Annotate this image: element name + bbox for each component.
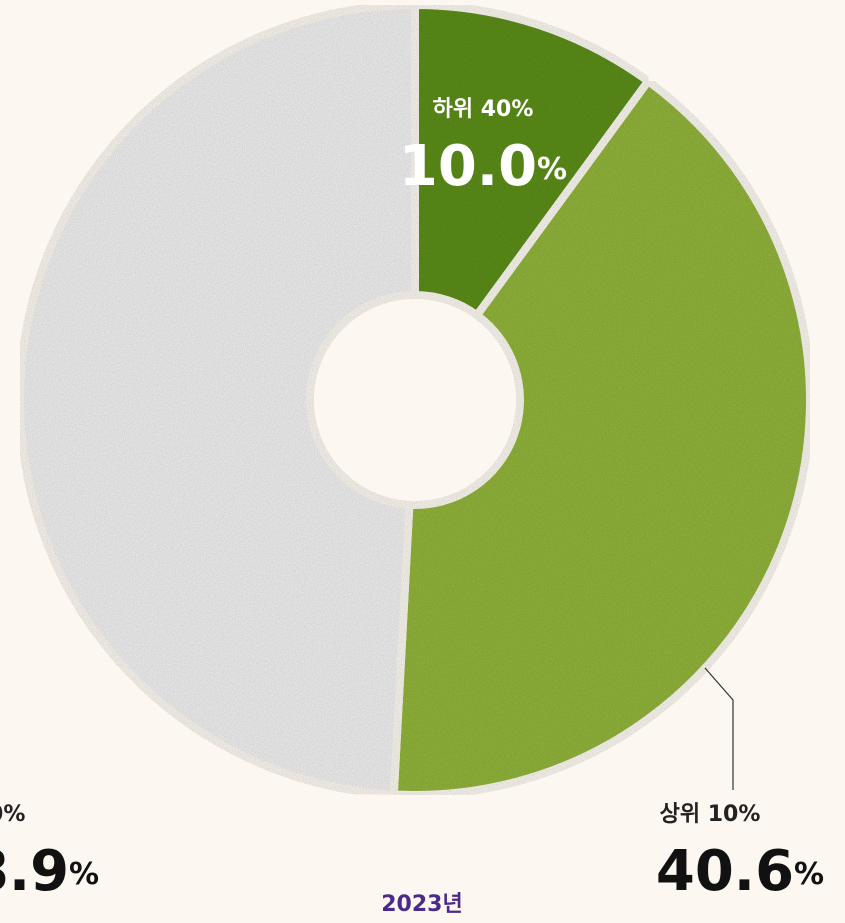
donut-slice <box>16 0 419 799</box>
slice-label: 중위 50% <box>0 802 25 827</box>
chart-subtitle: 2023년 <box>381 892 462 917</box>
donut-slice <box>389 75 814 799</box>
slice-label: 상위 10% <box>660 802 761 827</box>
slice-label: 하위 40% <box>433 97 534 122</box>
donut-slice <box>411 0 654 321</box>
value-label: 48.9% <box>0 839 99 904</box>
leader-line <box>704 667 734 790</box>
value-label: 40.6% <box>656 839 824 904</box>
value-label: 10.0% <box>399 134 567 199</box>
